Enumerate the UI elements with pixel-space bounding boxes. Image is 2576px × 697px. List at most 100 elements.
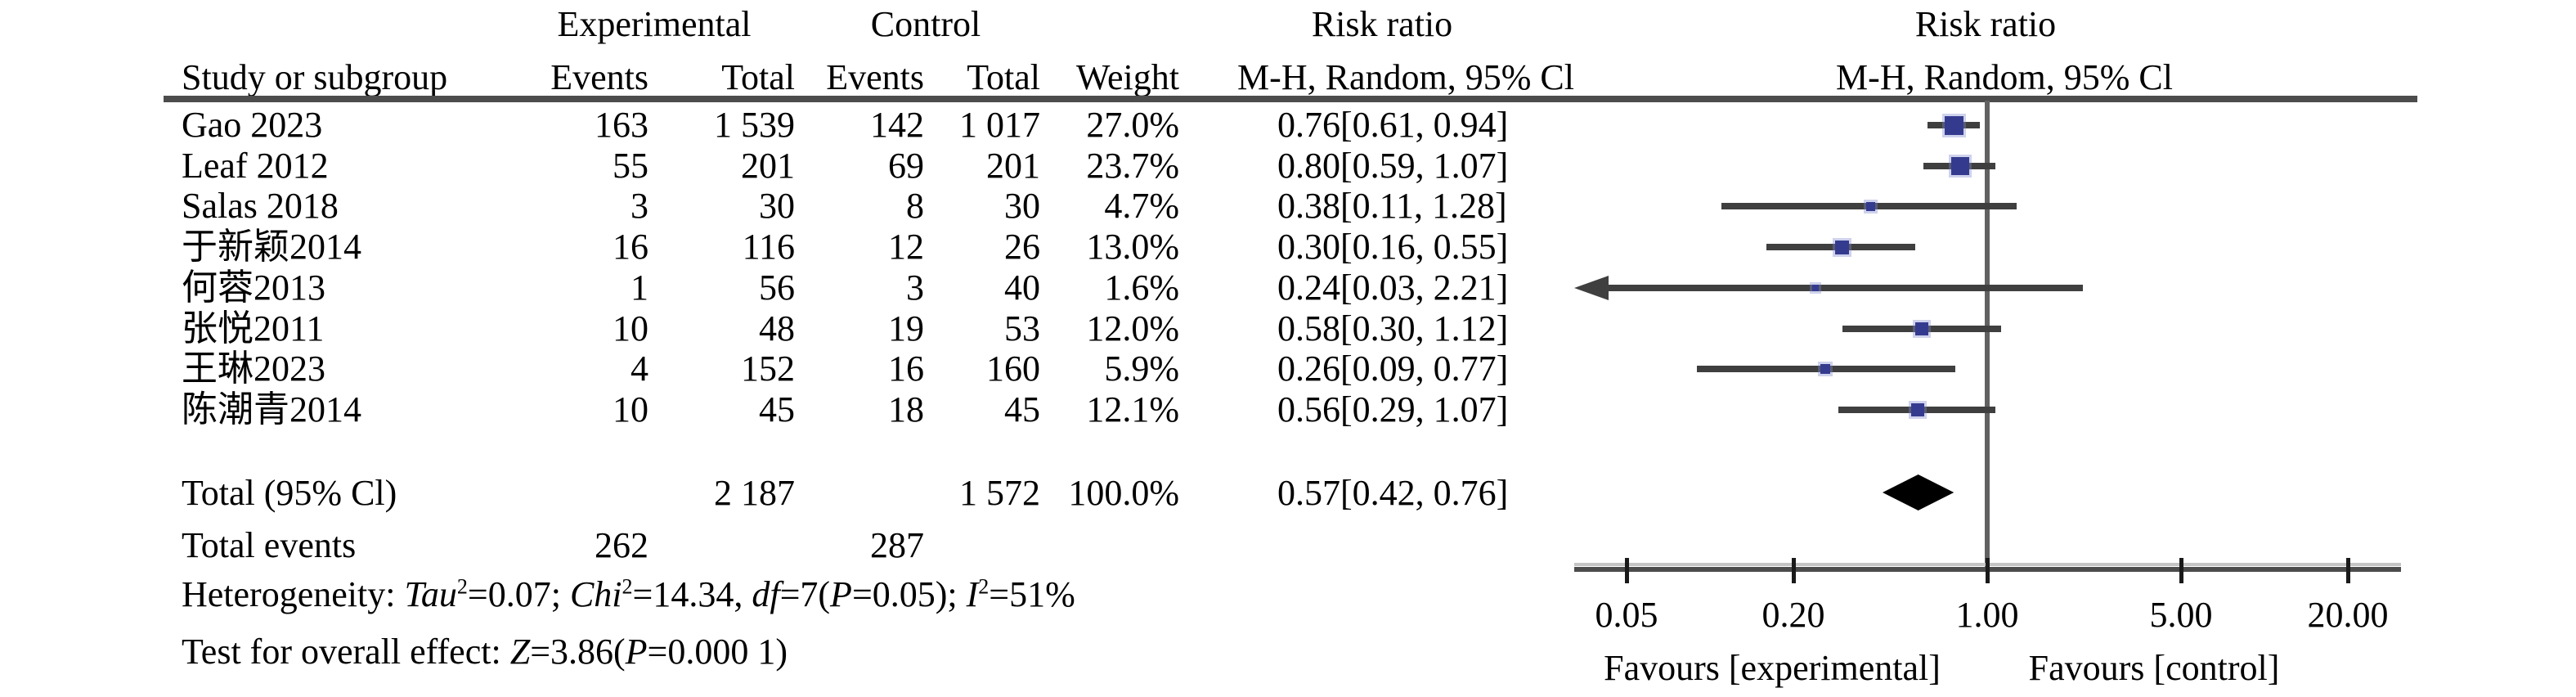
stat-text: =0.05); bbox=[851, 574, 967, 614]
weight: 23.7% bbox=[1086, 146, 1179, 186]
ctrl-events: 18 bbox=[888, 389, 924, 429]
stat-symbol: I bbox=[966, 574, 979, 614]
col-header-study: Study or subgroup bbox=[182, 57, 448, 97]
exp-events: 3 bbox=[631, 186, 648, 226]
exp-total: 48 bbox=[759, 308, 795, 348]
weight: 13.0% bbox=[1086, 227, 1179, 267]
ci-text: 0.24[0.03, 2.21] bbox=[1277, 268, 1509, 308]
study-name: Leaf 2012 bbox=[182, 146, 329, 186]
stat-text: =0.000 1) bbox=[647, 632, 788, 672]
stat-symbol: Tau bbox=[404, 574, 457, 614]
ci-text: 0.30[0.16, 0.55] bbox=[1277, 227, 1509, 267]
ctrl-events: 3 bbox=[906, 268, 924, 308]
ctrl-events: 8 bbox=[906, 186, 924, 226]
ctrl-total: 30 bbox=[1004, 186, 1040, 226]
col-header-events-ctrl: Events bbox=[826, 57, 924, 97]
stat-text: =3.86( bbox=[530, 632, 626, 672]
effect-square bbox=[1915, 322, 1928, 335]
col-header-mh-left: M-H, Random, 95% Cl bbox=[1237, 57, 1574, 97]
stat-symbol: Z bbox=[509, 632, 531, 672]
header-underline bbox=[164, 96, 2417, 102]
study-name: 于新颖2014 bbox=[182, 227, 361, 267]
axis-tick-label: 5.00 bbox=[2149, 595, 2213, 635]
total-diamond bbox=[1883, 474, 1954, 510]
axis-tick-label: 20.00 bbox=[2307, 595, 2389, 635]
exp-events: 55 bbox=[613, 146, 648, 186]
stat-symbol: P bbox=[830, 574, 852, 614]
total-weight: 100.0% bbox=[1068, 473, 1179, 513]
stat-text: =51% bbox=[989, 574, 1075, 614]
exp-total: 201 bbox=[741, 146, 795, 186]
study-name: 张悦2011 bbox=[182, 308, 325, 348]
header-risk-ratio-right: Risk ratio bbox=[1914, 4, 2057, 44]
exp-total: 152 bbox=[741, 348, 795, 389]
exp-total: 1 539 bbox=[714, 105, 795, 145]
exp-events: 10 bbox=[613, 308, 648, 348]
effect-square bbox=[1866, 202, 1875, 211]
total-row-label: Total (95% Cl) bbox=[182, 473, 397, 513]
ci-arrow-left-icon bbox=[1574, 276, 1609, 300]
stat-text: 2 bbox=[456, 574, 468, 599]
stat-text: 2 bbox=[978, 574, 990, 599]
ctrl-total: 1 017 bbox=[959, 105, 1040, 145]
stat-text: Test for overall effect: bbox=[182, 632, 510, 672]
effect-square bbox=[1835, 241, 1849, 254]
study-name: 陈潮青2014 bbox=[182, 389, 361, 429]
effect-square bbox=[1820, 364, 1830, 374]
axis-tick bbox=[2346, 558, 2350, 583]
total-ci-label: 0.57[0.42, 0.76] bbox=[1277, 473, 1509, 513]
weight: 1.6% bbox=[1104, 268, 1179, 308]
stat-text: Heterogeneity: bbox=[182, 574, 405, 614]
ctrl-total: 40 bbox=[1004, 268, 1040, 308]
col-header-weight: Weight bbox=[1076, 57, 1179, 97]
effect-square bbox=[1951, 157, 1969, 175]
ctrl-events: 69 bbox=[888, 146, 924, 186]
ci-text: 0.80[0.59, 1.07] bbox=[1277, 146, 1509, 186]
ci-text: 0.38[0.11, 1.28] bbox=[1277, 186, 1507, 226]
axis-tick bbox=[1986, 558, 1990, 583]
stat-symbol: df bbox=[752, 574, 780, 614]
total-events-label: Total events bbox=[182, 525, 357, 565]
weight: 12.1% bbox=[1086, 389, 1179, 429]
ctrl-total: 45 bbox=[1004, 389, 1040, 429]
favours-control-label: Favours [control] bbox=[2028, 648, 2280, 688]
col-header-total-ctrl: Total bbox=[967, 57, 1040, 97]
ctrl-events: 19 bbox=[888, 308, 924, 348]
header-experimental: Experimental bbox=[557, 4, 752, 44]
total-exp-total: 2 187 bbox=[714, 473, 795, 513]
ctrl-events: 142 bbox=[870, 105, 924, 145]
ctrl-events: 12 bbox=[888, 227, 924, 267]
effect-square bbox=[1945, 116, 1963, 135]
ci-text: 0.26[0.09, 0.77] bbox=[1277, 348, 1509, 389]
stat-text: =7( bbox=[779, 574, 831, 614]
heterogeneity-line: Heterogeneity: Tau2=0.07; Chi2=14.34, df… bbox=[182, 574, 1075, 615]
axis-tick bbox=[2179, 558, 2183, 583]
axis-tick-label: 0.20 bbox=[1761, 595, 1825, 635]
header-control: Control bbox=[870, 4, 981, 44]
axis-tick-label: 1.00 bbox=[1955, 595, 2019, 635]
exp-total: 45 bbox=[759, 389, 795, 429]
study-name: 王琳2023 bbox=[182, 348, 325, 389]
stat-symbol: P bbox=[625, 632, 648, 672]
effect-square bbox=[1812, 285, 1819, 291]
col-header-events-exp: Events bbox=[550, 57, 648, 97]
header-risk-ratio-left: Risk ratio bbox=[1311, 4, 1453, 44]
weight: 27.0% bbox=[1086, 105, 1179, 145]
study-name: Salas 2018 bbox=[182, 186, 339, 226]
stat-symbol: Chi bbox=[569, 574, 622, 614]
ctrl-total: 53 bbox=[1004, 308, 1040, 348]
stat-text: 2 bbox=[622, 574, 633, 599]
exp-total: 116 bbox=[742, 227, 795, 267]
axis-tick-label: 0.05 bbox=[1595, 595, 1658, 635]
col-header-mh-right: M-H, Random, 95% Cl bbox=[1836, 57, 2173, 97]
stat-text: =0.07; bbox=[467, 574, 570, 614]
effect-square bbox=[1911, 403, 1924, 416]
overall-effect-line: Test for overall effect: Z=3.86(P=0.000 … bbox=[182, 632, 788, 672]
axis-tick bbox=[1625, 558, 1629, 583]
ctrl-total: 201 bbox=[986, 146, 1040, 186]
null-line bbox=[1985, 101, 1990, 572]
ci-text: 0.56[0.29, 1.07] bbox=[1277, 389, 1509, 429]
ctrl-total: 160 bbox=[986, 348, 1040, 389]
exp-events: 4 bbox=[631, 348, 648, 389]
